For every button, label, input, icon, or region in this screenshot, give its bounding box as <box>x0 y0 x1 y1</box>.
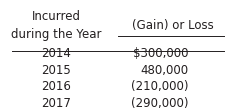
Text: $300,000: $300,000 <box>133 47 188 60</box>
Text: (290,000): (290,000) <box>131 97 188 110</box>
Text: Incurred: Incurred <box>31 10 80 23</box>
Text: (210,000): (210,000) <box>131 80 188 93</box>
Text: during the Year: during the Year <box>11 28 101 41</box>
Text: 480,000: 480,000 <box>140 64 188 77</box>
Text: 2014: 2014 <box>41 47 71 60</box>
Text: (Gain) or Loss: (Gain) or Loss <box>132 19 213 32</box>
Text: 2017: 2017 <box>41 97 71 110</box>
Text: 2015: 2015 <box>41 64 71 77</box>
Text: 2016: 2016 <box>41 80 71 93</box>
